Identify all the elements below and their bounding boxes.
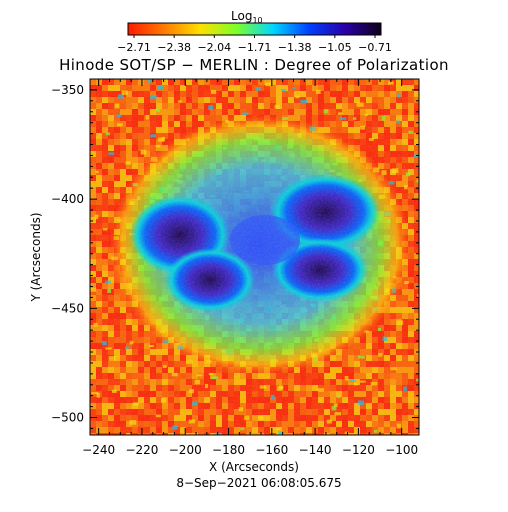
y-tick-label: −400 <box>51 192 84 206</box>
y-tick-label: −450 <box>51 301 84 315</box>
x-axis-ticks: −240 −220 −200 −180 −160 −140 −120 −100 <box>82 79 418 457</box>
y-axis-ticks: −350 −400 −450 −500 <box>51 78 419 429</box>
y-tick-label: −350 <box>51 83 84 97</box>
colorbar <box>127 22 382 36</box>
plot-frame <box>89 78 420 436</box>
x-tick-label: −160 <box>255 443 288 457</box>
x-tick-label: −180 <box>212 443 245 457</box>
figure-title: Hinode SOT/SP − MERLIN : Degree of Polar… <box>59 56 449 74</box>
colorbar-label: Log10 <box>231 9 263 25</box>
y-axis-label: Y (Arcseconds) <box>29 212 43 302</box>
colorbar-tick-label: −0.71 <box>358 41 392 54</box>
colorbar-tick-labels: −2.71 −2.38 −2.04 −1.71 −1.38 −1.05 −0.71 <box>117 35 392 54</box>
x-tick-label: −100 <box>385 443 418 457</box>
colorbar-tick-label: −2.38 <box>157 41 191 54</box>
x-tick-label: −220 <box>125 443 158 457</box>
x-tick-label: −200 <box>169 443 202 457</box>
timestamp: 8−Sep−2021 06:08:05.675 <box>176 476 341 490</box>
colorbar-tick-label: −1.38 <box>278 41 312 54</box>
polarization-map <box>90 79 419 435</box>
x-tick-label: −140 <box>299 443 332 457</box>
x-axis-label: X (Arcseconds) <box>209 460 299 474</box>
colorbar-tick-label: −2.04 <box>197 41 231 54</box>
y-tick-label: −500 <box>51 411 84 425</box>
x-tick-label: −120 <box>342 443 375 457</box>
colorbar-tick-label: −1.05 <box>318 41 352 54</box>
colorbar-tick-label: −2.71 <box>117 41 151 54</box>
colorbar-tick-label: −1.71 <box>238 41 272 54</box>
x-tick-label: −240 <box>82 443 115 457</box>
